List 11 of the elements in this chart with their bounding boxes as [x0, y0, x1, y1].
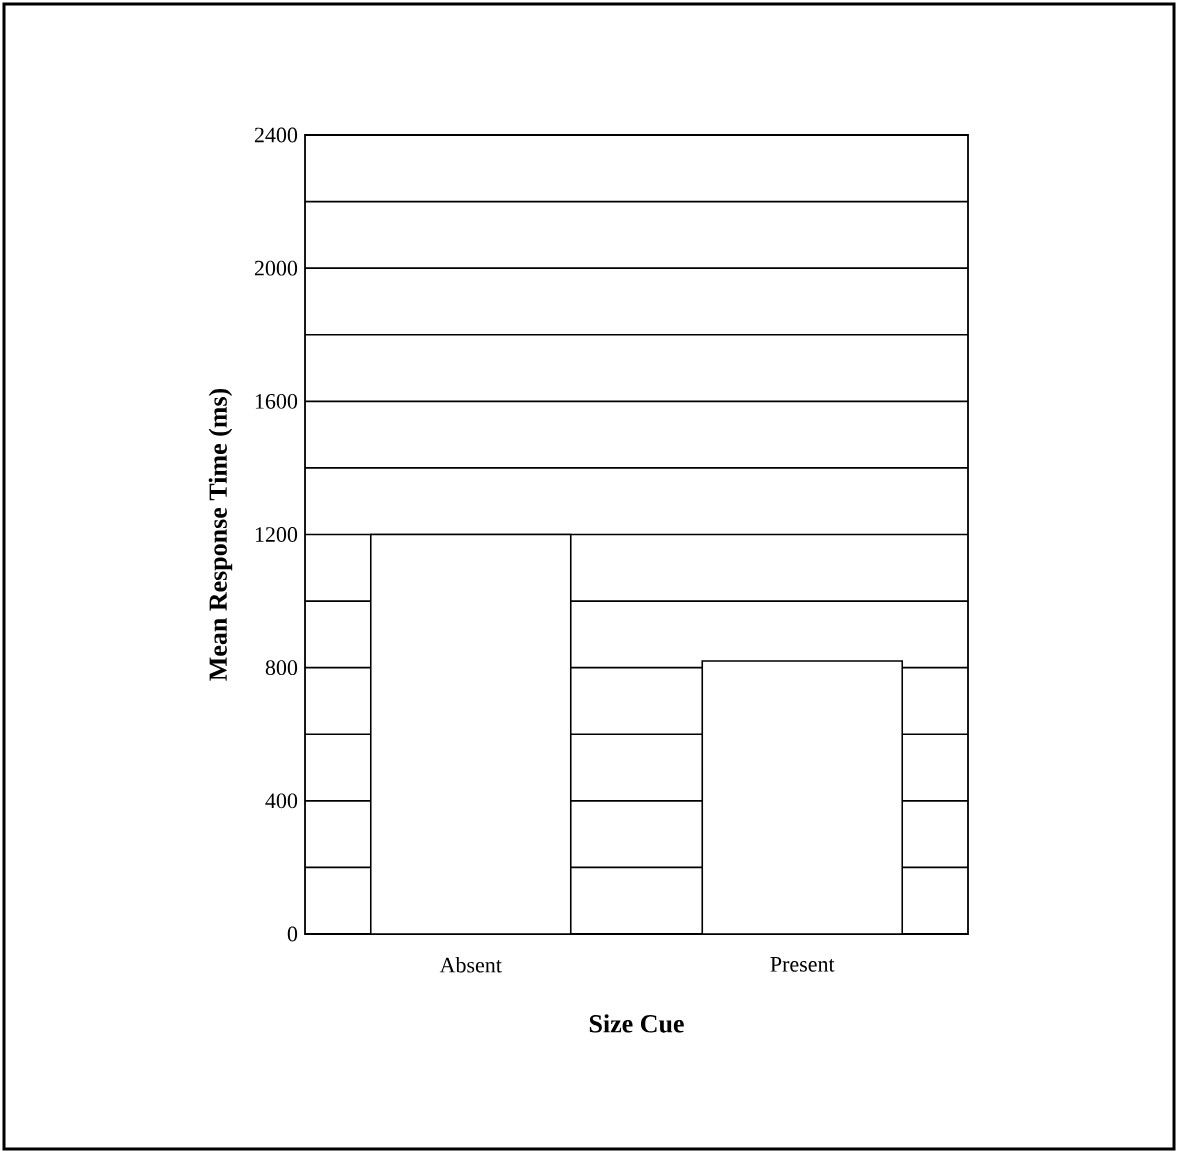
y-tick-label: 1600: [255, 393, 298, 409]
y-tick-label: 1200: [255, 527, 298, 542]
x-tick-label: Absent: [439, 957, 502, 973]
x-axis-title: Size Cue: [589, 1014, 684, 1033]
y-tick-label: 2400: [254, 127, 298, 143]
y-tick-label: 800: [265, 660, 298, 676]
y-tick-label: 400: [265, 793, 298, 809]
x-tick-label: Present: [770, 957, 835, 972]
y-tick-label: 0: [287, 926, 298, 942]
y-axis-title: Mean Response Time (ms): [208, 388, 233, 681]
y-tick-label: 2000: [254, 260, 298, 276]
